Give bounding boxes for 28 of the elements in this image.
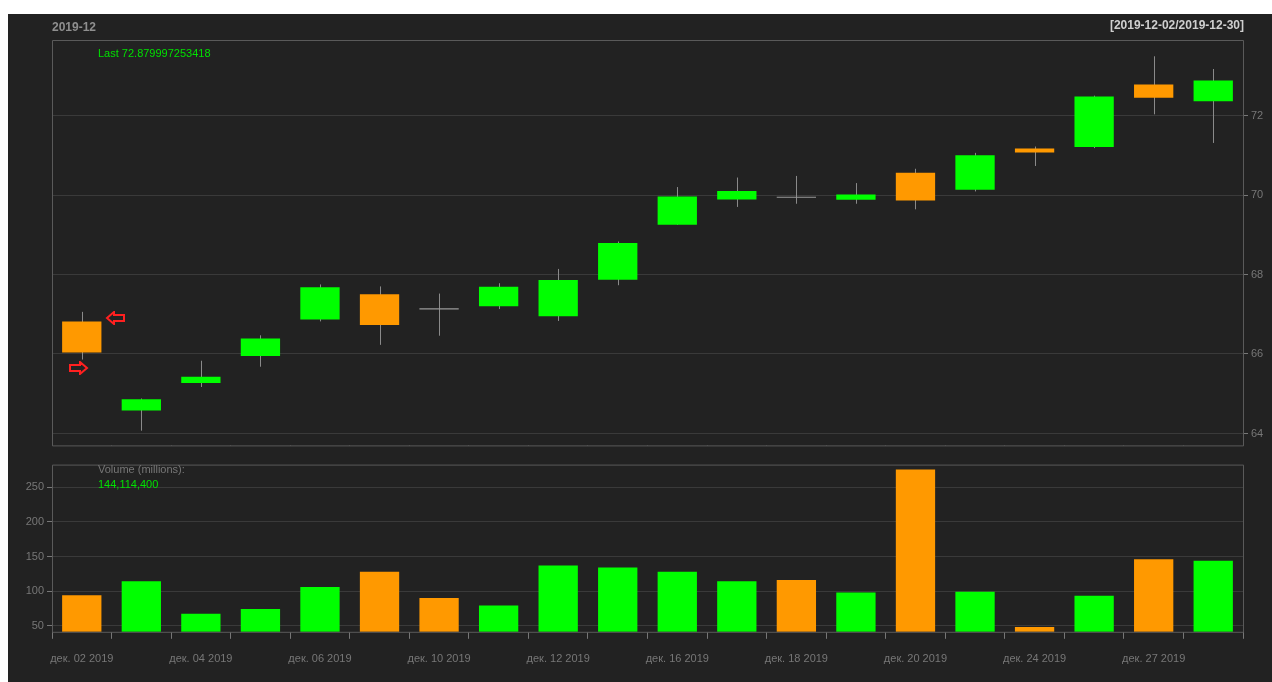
x-tick-label: дек. 16 2019 [645, 652, 709, 665]
x-tick-label: дек. 27 2019 [1122, 652, 1186, 665]
y-tick-label: 72 [1251, 108, 1264, 121]
y-tick-label: 100 [25, 584, 44, 597]
candlestick [717, 177, 757, 208]
y-tick-label: 250 [25, 480, 44, 493]
x-tick-label: дек. 18 2019 [764, 652, 828, 665]
chart-title: 2019-12 [52, 20, 97, 34]
y-tick-label: 68 [1251, 267, 1264, 280]
y-tick-label: 64 [1251, 426, 1264, 439]
x-tick-label: дек. 04 2019 [169, 652, 233, 665]
x-tick-label: дек. 06 2019 [288, 652, 352, 665]
x-tick-label: дек. 20 2019 [883, 652, 948, 665]
candlestick [776, 175, 817, 205]
y-tick-label: 70 [1251, 188, 1264, 201]
annotation: Last 72.879997253418 [98, 47, 211, 60]
y-tick-label: 200 [25, 514, 44, 527]
x-tick-label: дек. 24 2019 [1002, 652, 1067, 665]
x-tick-label: дек. 12 2019 [526, 652, 590, 665]
annotation: Volume (millions): [98, 463, 185, 476]
text: [2019-12-02/2019-12-30] [1109, 18, 1244, 32]
x-tick-label: дек. 02 2019 [50, 652, 114, 665]
y-tick-label: 50 [31, 618, 44, 631]
x-tick-label: дек. 10 2019 [407, 652, 471, 665]
candlestick [181, 360, 221, 388]
annotation: 144,114,400 [98, 478, 159, 491]
y-tick-label: 150 [25, 549, 44, 562]
y-tick-label: 66 [1251, 347, 1264, 360]
